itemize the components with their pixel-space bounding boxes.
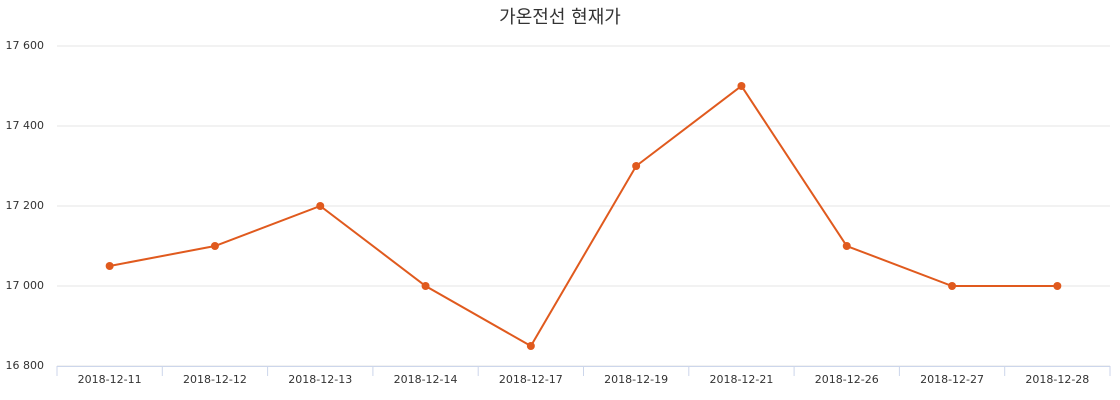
point (842, 242, 851, 250)
y-tick-label: 17 400 (6, 119, 45, 132)
point (632, 162, 641, 170)
x-tick-label: 2018-12-11 (78, 373, 142, 386)
point (210, 242, 219, 250)
point (105, 262, 114, 270)
chart-title: 가온전선 현재가 (499, 7, 621, 28)
x-tick-label: 2018-12-21 (709, 373, 773, 386)
point (526, 342, 535, 350)
point (316, 202, 325, 210)
x-tick-label: 2018-12-17 (499, 373, 563, 386)
x-tick-label: 2018-12-12 (183, 373, 247, 386)
x-tick-label: 2018-12-28 (1025, 373, 1089, 386)
x-tick-label: 2018-12-13 (288, 373, 352, 386)
line (109, 84, 1058, 348)
x-tick-label: 2018-12-19 (604, 373, 668, 386)
x-tick-label: 2018-12-26 (815, 373, 879, 386)
point (948, 282, 957, 290)
y-tick-label: 17 000 (6, 279, 45, 292)
point (1053, 282, 1062, 290)
y-tick-label: 17 600 (6, 39, 45, 52)
point (421, 282, 430, 290)
y-tick-label: 16 800 (6, 359, 45, 372)
x-tick-label: 2018-12-14 (394, 373, 458, 386)
x-tick-label: 2018-12-27 (920, 373, 984, 386)
y-tick-label: 17 200 (6, 199, 45, 212)
point (737, 82, 746, 90)
